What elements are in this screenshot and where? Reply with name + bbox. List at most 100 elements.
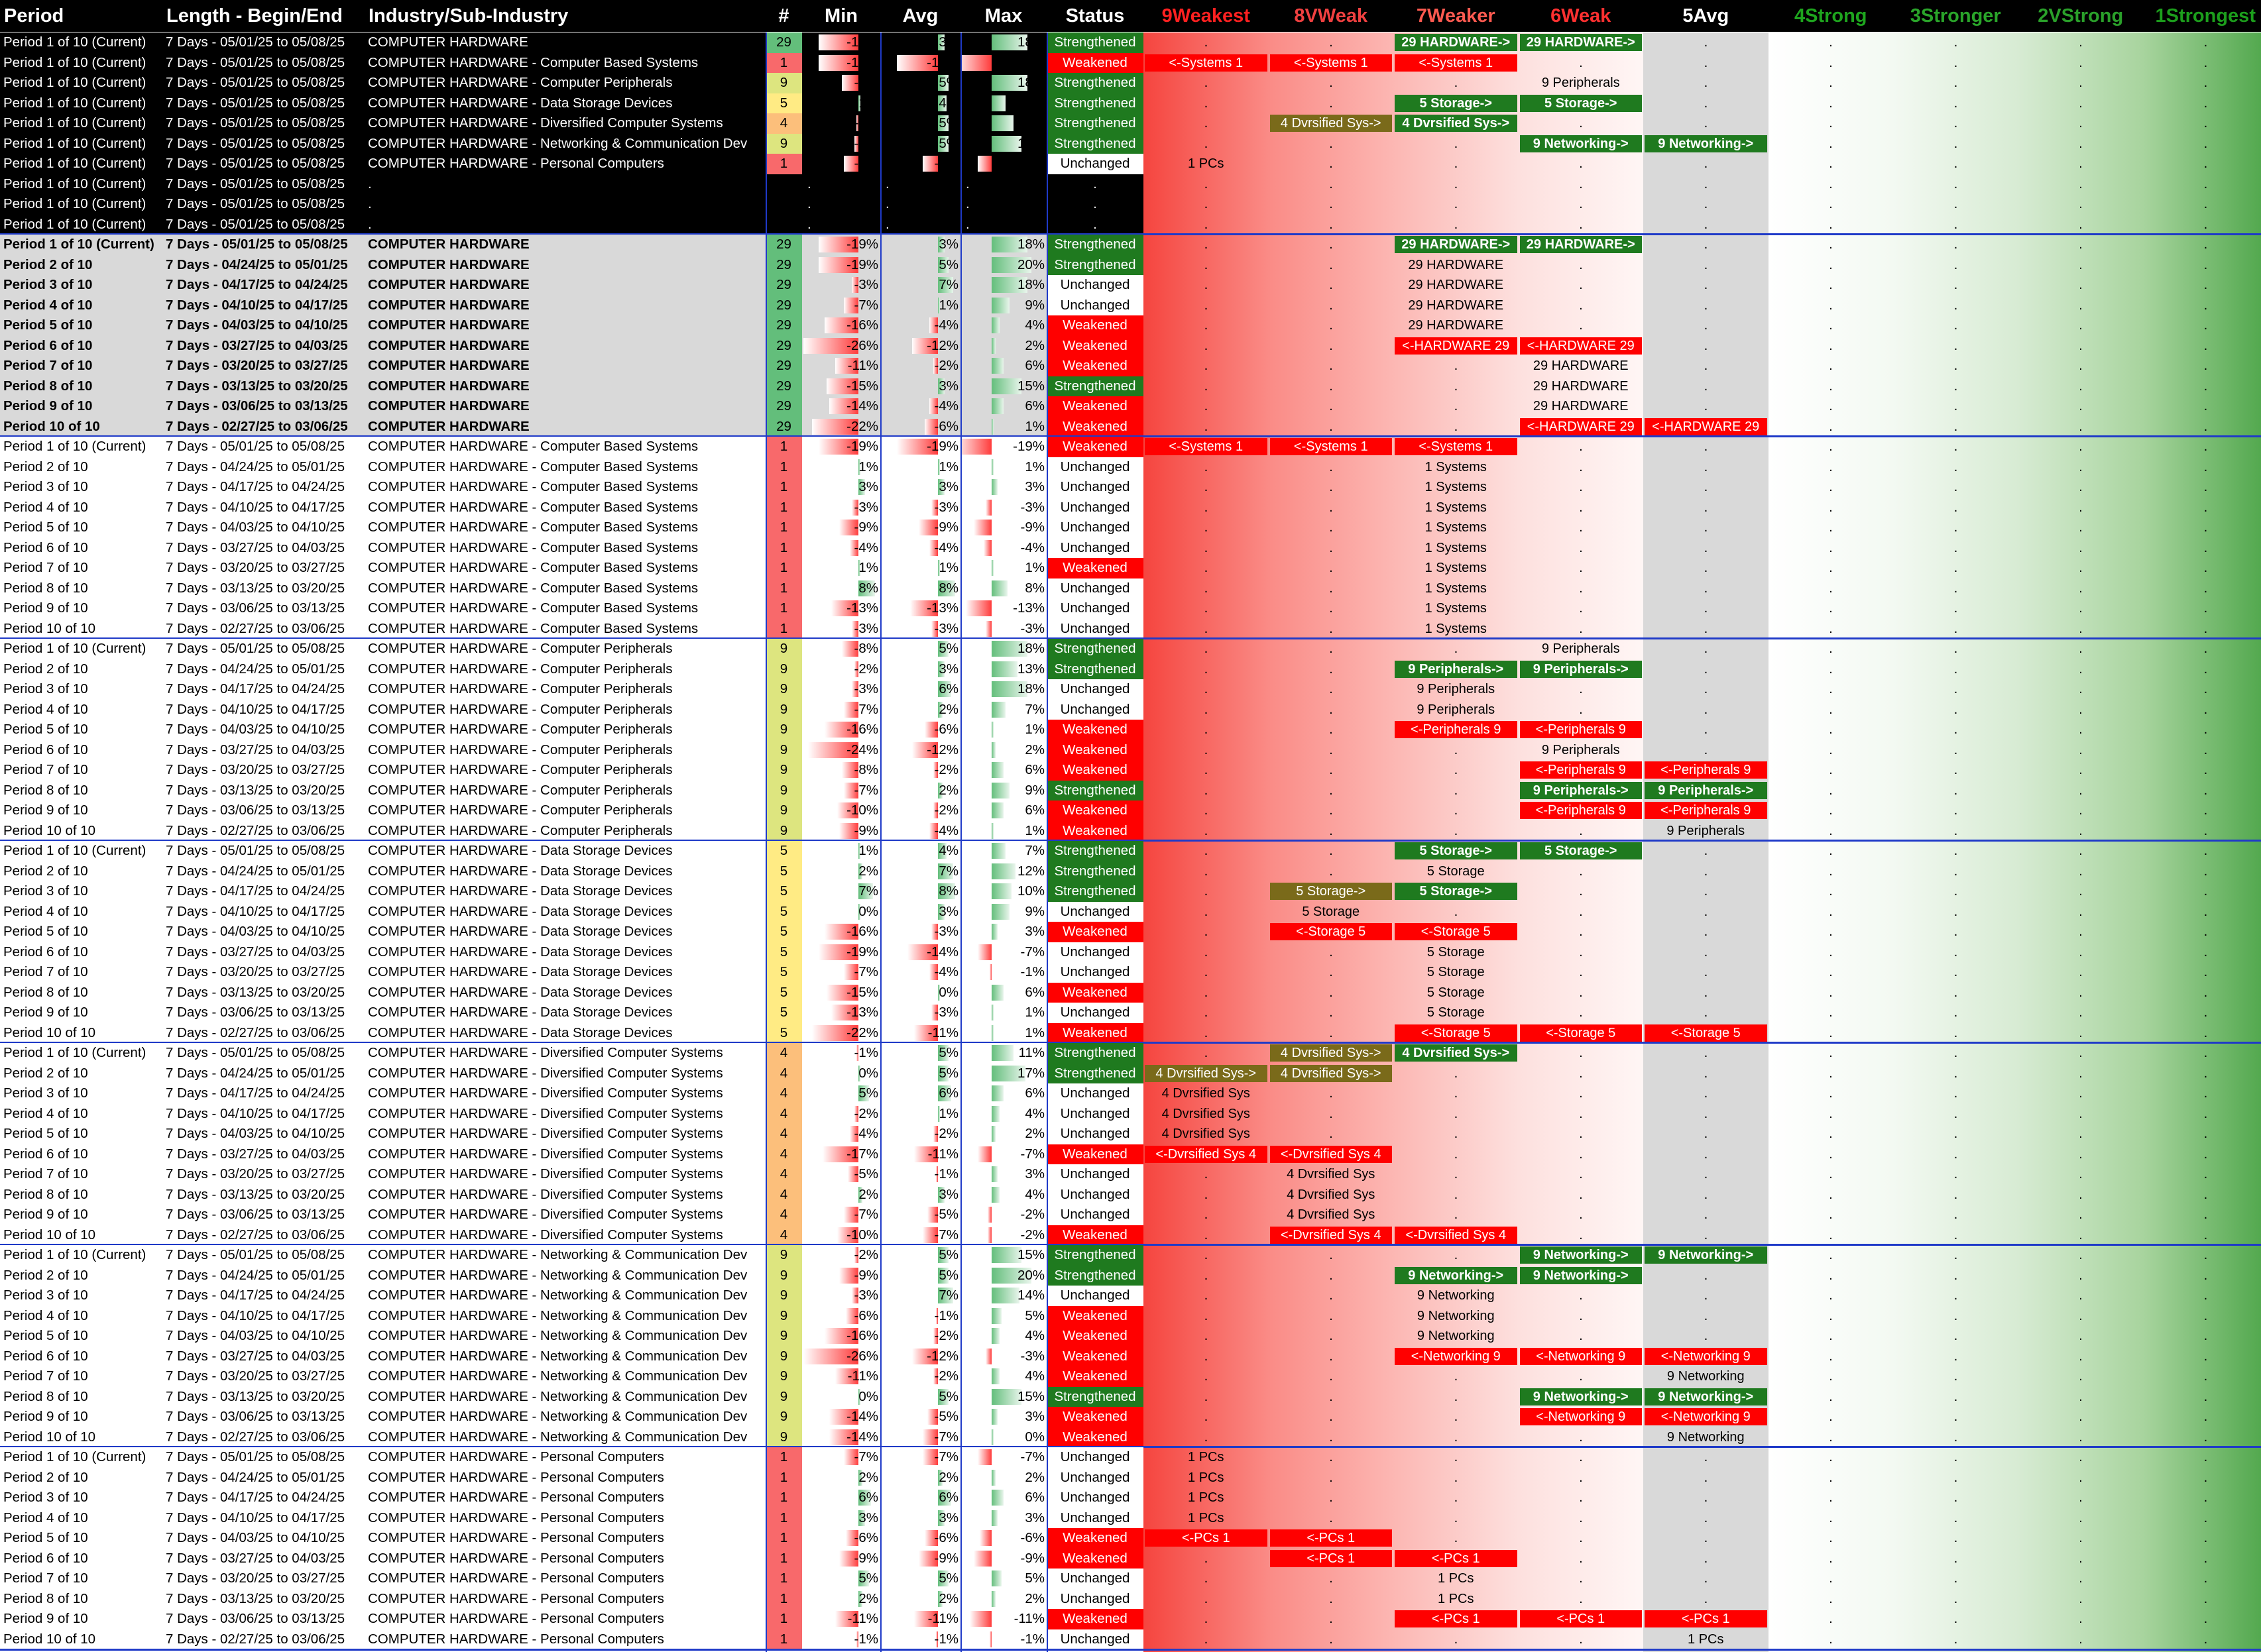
rank-label[interactable]: 29 HARDWARE: [1533, 378, 1629, 394]
rank-label[interactable]: 4 Dvrsified Sys->: [1269, 1064, 1392, 1082]
table-row[interactable]: Period 8 of 10 7 Days - 03/13/25 to 03/20…: [0, 1386, 2261, 1407]
table-row[interactable]: Period 10 of 10 7 Days - 02/27/25 to 03/0…: [0, 1629, 2261, 1649]
table-row[interactable]: Period 1 of 10 (Current) 7 Days - 05/01/2…: [0, 437, 2261, 457]
rank-header-1strongest[interactable]: 1Strongest: [2143, 0, 2261, 32]
min-header[interactable]: Min: [802, 0, 880, 32]
table-row[interactable]: Period 6 of 10 7 Days - 03/27/25 to 04/03…: [0, 335, 2261, 356]
table-row[interactable]: Period 2 of 10 7 Days - 04/24/25 to 05/01…: [0, 1063, 2261, 1083]
rank-label[interactable]: <-Systems 1: [1269, 54, 1392, 72]
table-row[interactable]: Period 7 of 10 7 Days - 03/20/25 to 03/27…: [0, 1569, 2261, 1589]
rank-label[interactable]: <-Peripherals 9: [1395, 721, 1517, 738]
table-row[interactable]: Period 1 of 10 (Current) 7 Days - 05/01/2…: [0, 133, 2261, 154]
rank-label[interactable]: 5 Storage: [1426, 1005, 1485, 1020]
status-header[interactable]: Status: [1047, 0, 1143, 32]
table-row[interactable]: Period 5 of 10 7 Days - 04/03/25 to 04/10…: [0, 1326, 2261, 1347]
rank-label[interactable]: 5 Storage: [1426, 944, 1485, 960]
length-header[interactable]: Length - Begin/End: [162, 0, 365, 32]
table-row[interactable]: Period 8 of 10 7 Days - 03/13/25 to 03/20…: [0, 1184, 2261, 1205]
table-row[interactable]: Period 4 of 10 7 Days - 04/10/25 to 04/17…: [0, 497, 2261, 518]
table-row[interactable]: Period 5 of 10 7 Days - 04/03/25 to 04/10…: [0, 1528, 2261, 1549]
rank-label[interactable]: 29 HARDWARE: [1408, 318, 1504, 333]
table-row[interactable]: Period 8 of 10 7 Days - 03/13/25 to 03/20…: [0, 982, 2261, 1003]
table-row[interactable]: Period 3 of 10 7 Days - 04/17/25 to 04/24…: [0, 1286, 2261, 1306]
rank-label[interactable]: <-Storage 5: [1519, 1024, 1642, 1042]
rank-label[interactable]: 5 Storage->: [1519, 94, 1642, 112]
table-row[interactable]: Period 9 of 10 7 Days - 03/06/25 to 03/13…: [0, 1205, 2261, 1225]
table-row[interactable]: Period 7 of 10 7 Days - 03/20/25 to 03/27…: [0, 356, 2261, 376]
table-row[interactable]: Period 9 of 10 7 Days - 03/06/25 to 03/13…: [0, 1003, 2261, 1023]
table-row[interactable]: Period 5 of 10 7 Days - 04/03/25 to 04/10…: [0, 922, 2261, 942]
rank-header-7weaker[interactable]: 7Weaker: [1393, 0, 1519, 32]
rank-label[interactable]: 9 Networking->: [1519, 135, 1642, 152]
table-row[interactable]: Period 9 of 10 7 Days - 03/06/25 to 03/13…: [0, 598, 2261, 619]
table-row[interactable]: Period 2 of 10 7 Days - 04/24/25 to 05/01…: [0, 457, 2261, 477]
rank-label[interactable]: 9 Networking: [1417, 1288, 1495, 1303]
table-row[interactable]: Period 9 of 10 7 Days - 03/06/25 to 03/13…: [0, 800, 2261, 821]
table-row[interactable]: Period 3 of 10 7 Days - 04/17/25 to 04/24…: [0, 275, 2261, 296]
rank-label[interactable]: 1 PCs: [1188, 1450, 1224, 1464]
rank-label[interactable]: <-Storage 5: [1395, 923, 1517, 940]
table-row[interactable]: Period 1 of 10 (Current) 7 Days - 05/01/2…: [0, 113, 2261, 134]
table-row[interactable]: Period 4 of 10 7 Days - 04/10/25 to 04/17…: [0, 901, 2261, 922]
table-row[interactable]: Period 10 of 10 7 Days - 02/27/25 to 03/0…: [0, 1022, 2261, 1043]
rank-header-4strong[interactable]: 4Strong: [1768, 0, 1893, 32]
table-row[interactable]: Period 7 of 10 7 Days - 03/20/25 to 03/27…: [0, 1164, 2261, 1185]
rank-label[interactable]: 5 Storage->: [1269, 883, 1392, 900]
rank-label[interactable]: 4 Dvrsified Sys: [1287, 1207, 1375, 1222]
rank-label[interactable]: 29 HARDWARE: [1408, 257, 1504, 272]
rank-label[interactable]: 4 Dvrsified Sys: [1161, 1086, 1250, 1101]
table-row[interactable]: Period 8 of 10 7 Days - 03/13/25 to 03/20…: [0, 376, 2261, 396]
rank-label[interactable]: 1 Systems: [1424, 480, 1487, 494]
rank-label[interactable]: 29 HARDWARE: [1408, 298, 1504, 313]
rank-label[interactable]: <-Networking 9: [1395, 1347, 1517, 1365]
rank-label[interactable]: <-Systems 1: [1145, 438, 1267, 455]
rank-label[interactable]: <-Networking 9: [1519, 1408, 1642, 1425]
table-row[interactable]: Period 1 of 10 (Current) 7 Days - 05/01/2…: [0, 73, 2261, 93]
rank-label[interactable]: 29 HARDWARE->: [1395, 236, 1517, 253]
table-row[interactable]: Period 6 of 10 7 Days - 03/27/25 to 04/03…: [0, 1346, 2261, 1366]
table-row[interactable]: Period 10 of 10 7 Days - 02/27/25 to 03/0…: [0, 1427, 2261, 1447]
rank-label[interactable]: 1 PCs: [1188, 1490, 1224, 1505]
table-row[interactable]: Period 8 of 10 7 Days - 03/13/25 to 03/20…: [0, 780, 2261, 800]
rank-label[interactable]: <-PCs 1: [1519, 1610, 1642, 1627]
table-row[interactable]: Period 3 of 10 7 Days - 04/17/25 to 04/24…: [0, 679, 2261, 700]
rank-label[interactable]: 5 Storage->: [1395, 842, 1517, 859]
rank-label[interactable]: 1 PCs: [1188, 1510, 1224, 1525]
table-row[interactable]: Period 8 of 10 7 Days - 03/13/25 to 03/20…: [0, 578, 2261, 598]
rank-label[interactable]: <-HARDWARE 29: [1519, 337, 1642, 355]
rank-label[interactable]: <-PCs 1: [1395, 1549, 1517, 1567]
table-row[interactable]: Period 10 of 10 7 Days - 02/27/25 to 03/0…: [0, 1225, 2261, 1245]
avg-header[interactable]: Avg: [880, 0, 960, 32]
rank-label[interactable]: <-PCs 1: [1269, 1529, 1392, 1547]
rank-label[interactable]: 29 HARDWARE: [1533, 399, 1629, 413]
rank-label[interactable]: 4 Dvrsified Sys->: [1269, 1044, 1392, 1062]
rank-label[interactable]: 1 Systems: [1424, 500, 1487, 515]
table-row[interactable]: Period 2 of 10 7 Days - 04/24/25 to 05/01…: [0, 1467, 2261, 1488]
table-row[interactable]: Period 1 of 10 (Current) 7 Days - 05/01/2…: [0, 1043, 2261, 1064]
rank-label[interactable]: 9 Networking: [1666, 1369, 1745, 1384]
rank-label[interactable]: 29 HARDWARE->: [1519, 236, 1642, 253]
table-row[interactable]: Period 6 of 10 7 Days - 03/27/25 to 04/03…: [0, 1548, 2261, 1569]
rank-label[interactable]: <-HARDWARE 29: [1395, 337, 1517, 355]
table-row[interactable]: Period 1 of 10 (Current) 7 Days - 05/01/2…: [0, 93, 2261, 113]
rank-label[interactable]: 9 Peripherals: [1541, 742, 1620, 757]
rank-label[interactable]: 9 Networking->: [1645, 1246, 1767, 1264]
rank-label[interactable]: 5 Storage->: [1395, 94, 1517, 112]
rank-label[interactable]: 5 Storage: [1426, 863, 1485, 879]
rank-label[interactable]: 4 Dvrsified Sys->: [1395, 1044, 1517, 1062]
rank-label[interactable]: 9 Peripherals->: [1395, 660, 1517, 678]
rank-label[interactable]: 9 Networking->: [1395, 1266, 1517, 1284]
rank-label[interactable]: 1 Systems: [1424, 540, 1487, 555]
table-row[interactable]: Period 2 of 10 7 Days - 04/24/25 to 05/01…: [0, 861, 2261, 881]
max-header[interactable]: Max: [960, 0, 1047, 32]
rank-label[interactable]: 9 Peripherals->: [1645, 781, 1767, 799]
rank-label[interactable]: 4 Dvrsified Sys->: [1395, 115, 1517, 132]
rank-label[interactable]: 9 Networking->: [1519, 1246, 1642, 1264]
rank-label[interactable]: 1 Systems: [1424, 459, 1487, 474]
rank-header-8vweak[interactable]: 8VWeak: [1268, 0, 1393, 32]
table-row[interactable]: Period 9 of 10 7 Days - 03/06/25 to 03/13…: [0, 1609, 2261, 1629]
table-row[interactable]: Period 1 of 10 (Current) 7 Days - 05/01/2…: [0, 1245, 2261, 1266]
industry-header[interactable]: Industry/Sub-Industry: [365, 0, 766, 32]
rank-label[interactable]: <-Peripherals 9: [1519, 721, 1642, 738]
rank-label[interactable]: <-Peripherals 9: [1645, 802, 1767, 819]
